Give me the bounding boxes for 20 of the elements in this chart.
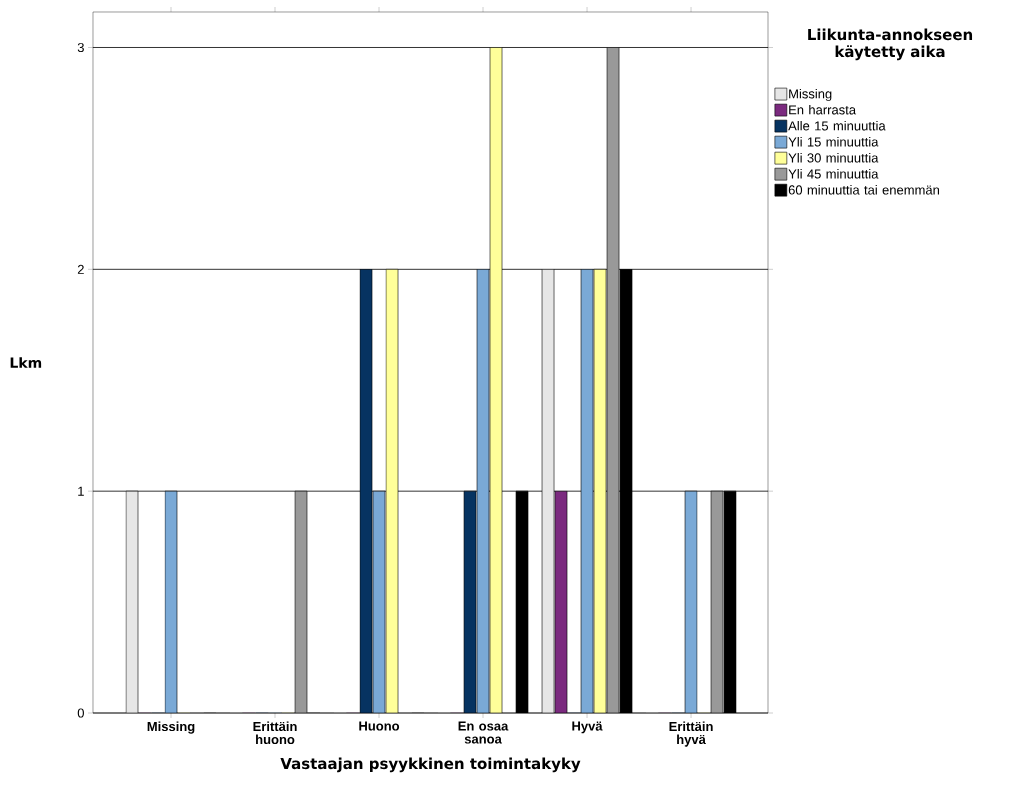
legend-label: Yli 30 minuuttia [788, 152, 879, 163]
legend-label: En harrasta [789, 104, 857, 115]
legend-label: 60 minuuttia tai enemmän [788, 185, 939, 195]
x-tick-label: Huono [359, 721, 400, 731]
legend-label: Missing [789, 88, 832, 102]
x-tick-label: Missing [147, 721, 195, 734]
x-tick-label: En osaa sanoa [458, 721, 509, 744]
x-axis-title: Vastaajan psyykkinen toimintakyky [280, 757, 581, 773]
x-tick-label: Erittäin huono [253, 721, 297, 745]
x-tick-label: Erittäin hyvä [669, 721, 713, 747]
legend-label: Alle 15 minuuttia [788, 120, 886, 131]
y-axis-title: Lkm [10, 357, 42, 368]
x-tick-label: Hyvä [572, 721, 603, 734]
legend-label: Yli 45 minuuttia [788, 168, 879, 179]
y-tick-label: 0 [77, 708, 84, 718]
y-tick-label: 1 [78, 486, 84, 496]
y-tick-label: 3 [77, 42, 84, 53]
legend-title: Liikunta-annokseen käytetty aika [808, 28, 973, 61]
legend-label: Yli 15 minuuttia [788, 136, 879, 147]
y-tick-label: 2 [77, 264, 84, 274]
